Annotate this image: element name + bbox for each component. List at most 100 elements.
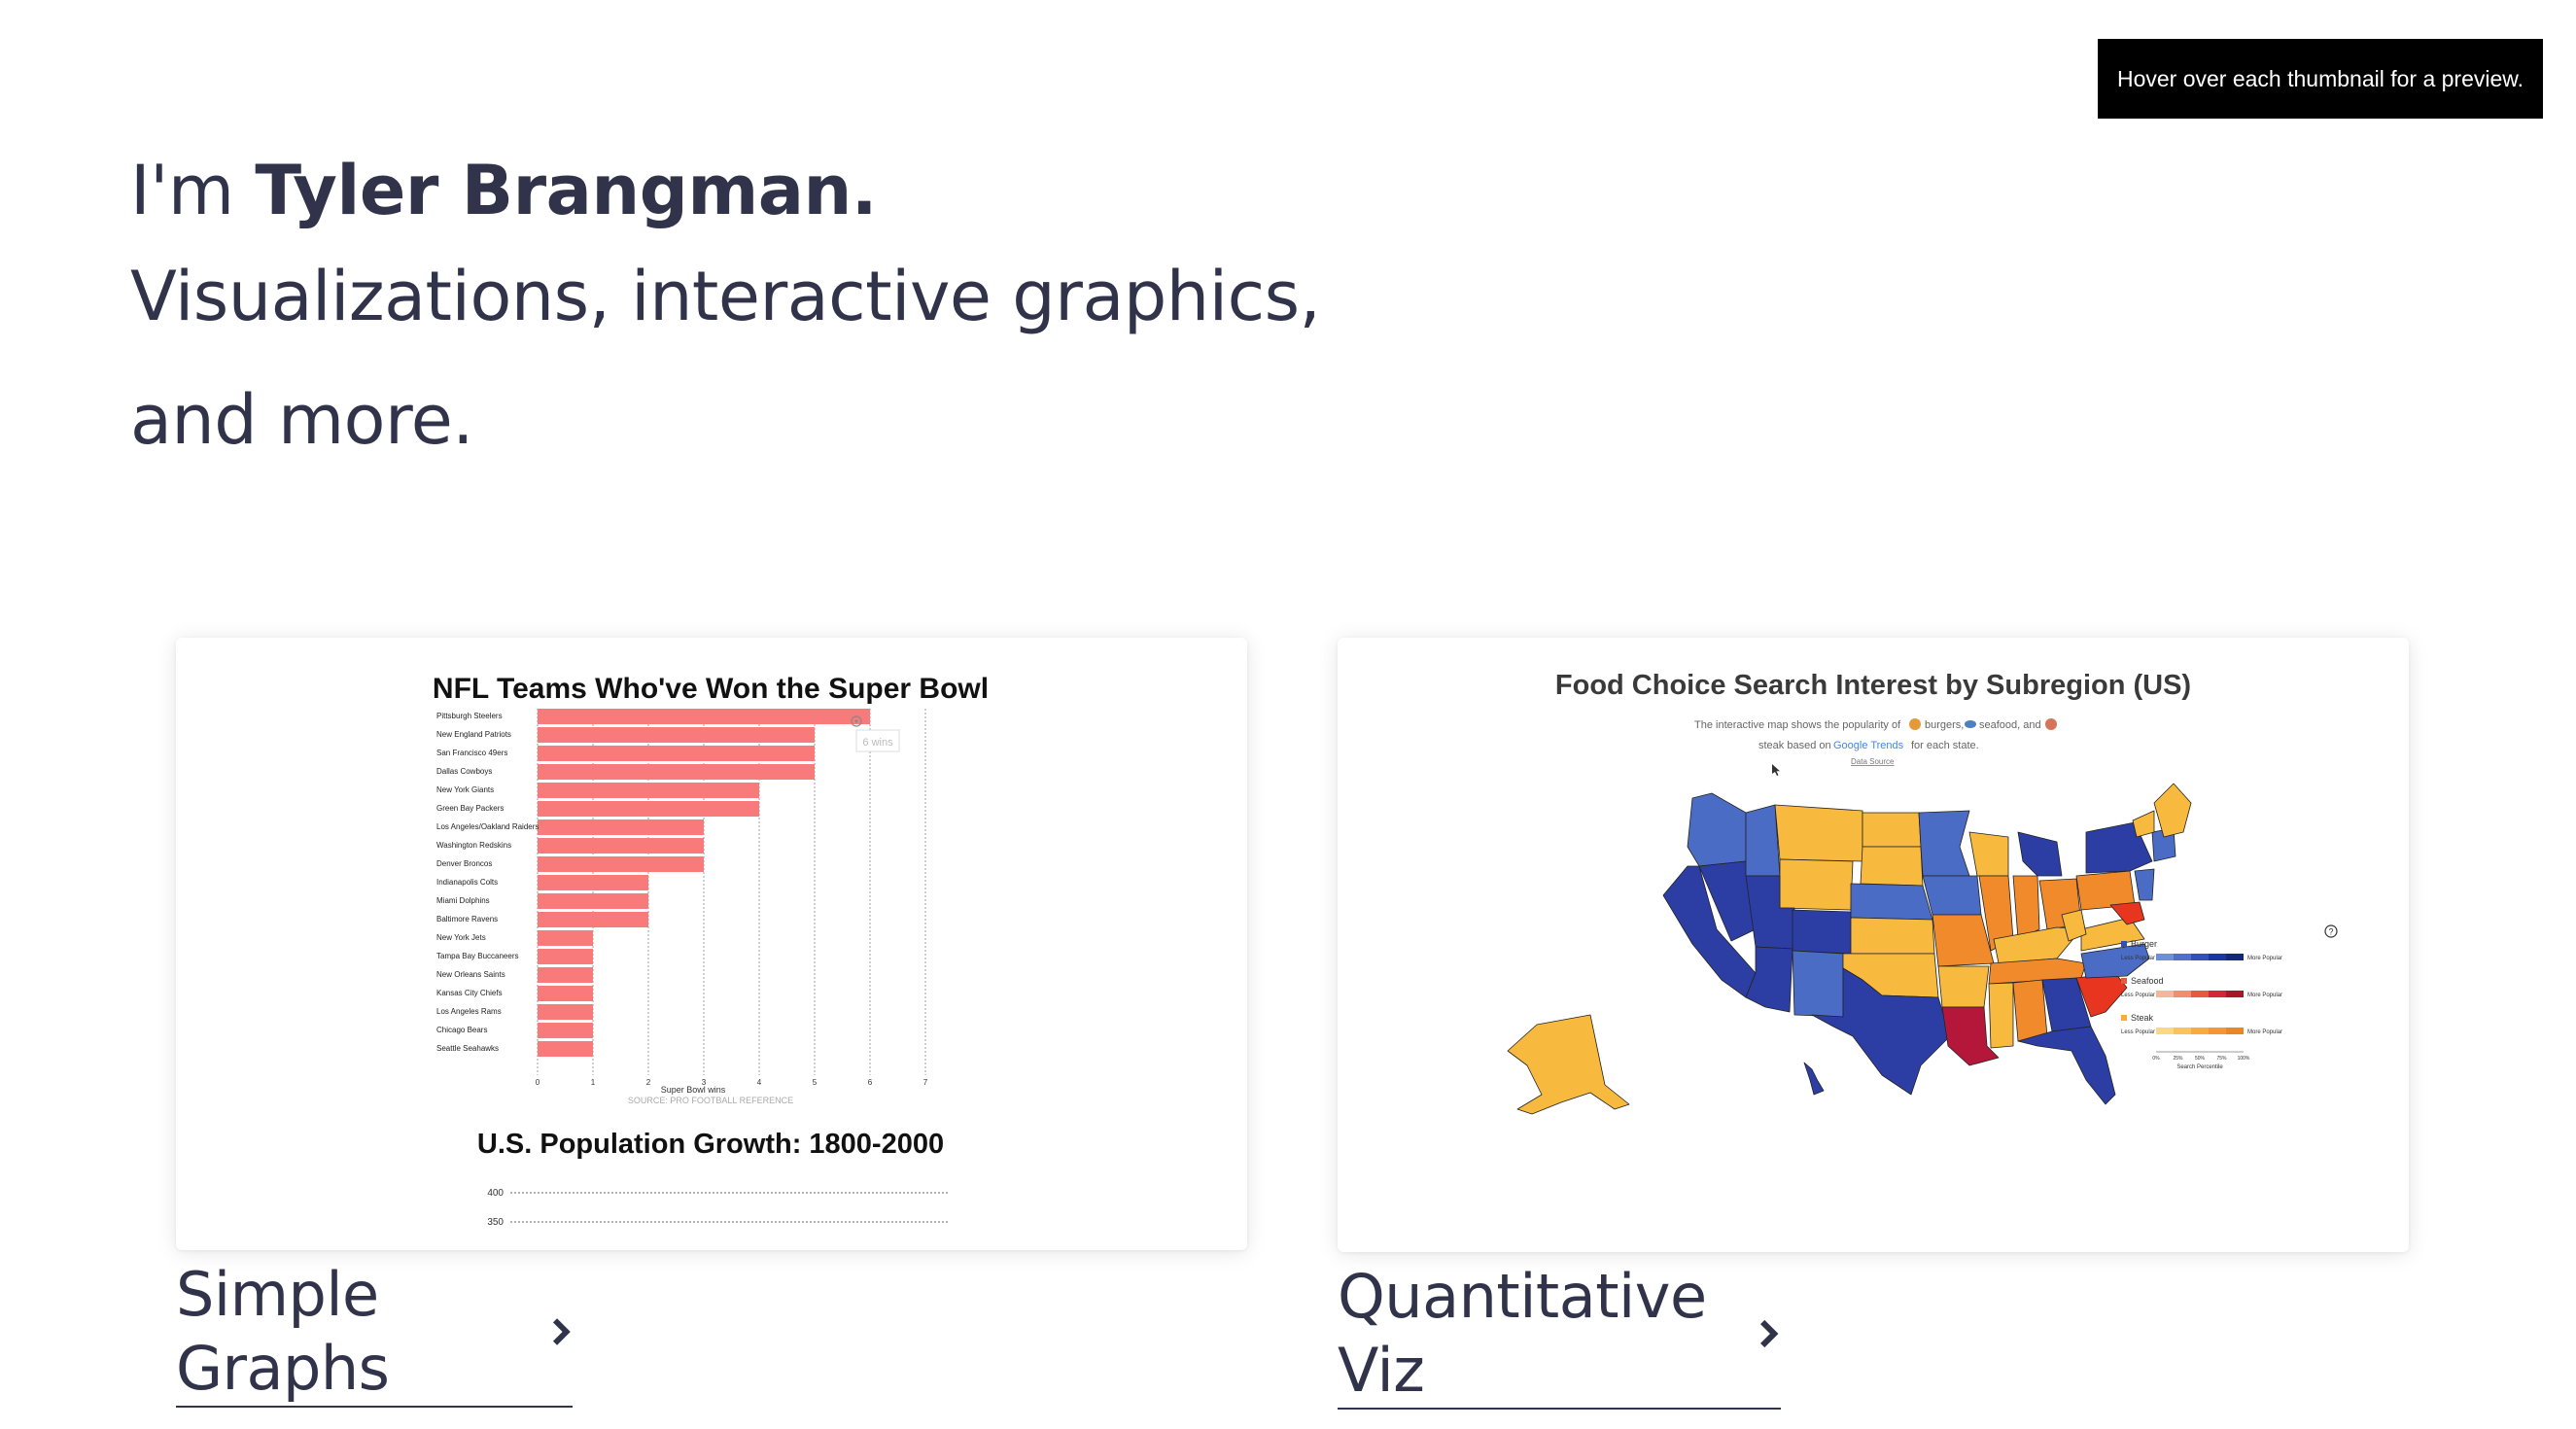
map-desc-1a: The interactive map shows the popularity… (1694, 719, 1901, 731)
legend-gradient-segment (2209, 1028, 2226, 1034)
hover-tooltip-box (855, 729, 900, 752)
legend-gradient-segment (2226, 1028, 2244, 1034)
intro: I'm Tyler Brangman. Visualizations, inte… (130, 146, 1588, 482)
state-id (1745, 804, 1781, 877)
legend-label: Seafood (2131, 976, 2164, 986)
bar-category-label: Washington Redskins (436, 841, 511, 850)
bar[interactable] (538, 949, 593, 964)
simple-graphs-link[interactable]: Simple Graphs (176, 1258, 573, 1408)
us-map (1507, 783, 2192, 1115)
state-nj (2134, 868, 2155, 901)
map-desc-2a: steak based on (1758, 740, 1831, 751)
bar[interactable] (538, 930, 593, 946)
second-chart-title: U.S. Population Growth: 1800-2000 (477, 1129, 944, 1160)
bar[interactable] (538, 912, 648, 927)
data-source-link[interactable]: Data Source (1851, 757, 1895, 766)
legend-gradient-segment (2174, 991, 2191, 997)
state-nm (1792, 950, 1844, 1018)
legend-tick: 50% (2195, 1056, 2206, 1062)
state-ms (1988, 982, 2014, 1049)
bar[interactable] (538, 746, 815, 761)
x-tick-label: 7 (923, 1078, 928, 1087)
bar-category-label: New York Giants (436, 785, 494, 794)
state-co (1792, 909, 1852, 955)
bar[interactable] (538, 819, 704, 835)
seafood-icon (1965, 720, 1976, 728)
thumbnail-quantitative-viz[interactable]: Food Choice Search Interest by Subregion… (1338, 638, 2409, 1252)
state-wi (1968, 831, 2009, 877)
bar-category-label: Pittsburgh Steelers (436, 712, 503, 720)
legend-axis-title: Search Percentile (2176, 1064, 2223, 1070)
bar-category-label: Kansas City Chiefs (436, 989, 503, 997)
bar[interactable] (538, 893, 648, 909)
bar-category-label: New England Patriots (436, 730, 511, 739)
cursor-icon (851, 715, 862, 727)
bar[interactable] (538, 727, 815, 743)
state-tn (1988, 958, 2087, 985)
map-legend: Burger Less Popular More Popular Seafood Les… (2121, 939, 2282, 1070)
x-tick-label: 5 (813, 1078, 818, 1087)
state-me (2153, 783, 2192, 838)
legend-swatch (2121, 941, 2127, 947)
bar-category-label: Tampa Bay Buccaneers (436, 952, 519, 960)
state-ia (1922, 875, 1982, 916)
bar[interactable] (538, 801, 759, 817)
state-ne (1850, 883, 1933, 921)
preview-tooltip: Hover over each thumbnail for a preview. (2098, 39, 2543, 119)
bar[interactable] (538, 764, 815, 780)
x-tick-label: 3 (702, 1078, 707, 1087)
google-trends-logo: Google Trends (1833, 740, 1904, 751)
map-desc-1c: seafood, and (1979, 719, 2041, 731)
state-mi (2017, 831, 2063, 877)
map-preview: Food Choice Search Interest by Subregion… (1507, 670, 2338, 1115)
legend-gradient-segment (2191, 1028, 2209, 1034)
legend-tick: 0% (2152, 1056, 2160, 1062)
bar-category-label: New Orleans Saints (436, 970, 505, 979)
x-tick-label: 2 (646, 1078, 651, 1087)
state-wa-or (1687, 792, 1747, 867)
bar[interactable] (538, 709, 870, 724)
legend-high-label: More Popular (2247, 956, 2282, 961)
state-md (2109, 901, 2145, 925)
simple-graphs-label: Simple Graphs (176, 1259, 390, 1404)
legend-swatch (2121, 1015, 2127, 1021)
bar[interactable] (538, 1004, 593, 1020)
quantitative-viz-link[interactable]: Quantitative Viz (1338, 1260, 1781, 1410)
state-fl (2017, 1026, 2116, 1105)
thumbnail-simple-graphs[interactable]: NFL Teams Who've Won the Super Bowl 0 1 2 3… (176, 638, 1247, 1250)
chevron-right-icon (1759, 1319, 1779, 1348)
legend-gradient-segment (2226, 991, 2244, 997)
state-nd (1862, 812, 1922, 848)
bar-category-label: Los Angeles/Oakland Raiders (436, 822, 539, 831)
bar[interactable] (538, 783, 759, 798)
y-tick-350: 350 (487, 1217, 504, 1228)
bar[interactable] (538, 856, 704, 872)
bar-category-label: Los Angeles Rams (436, 1007, 502, 1016)
x-axis-label: Super Bowl wins (661, 1085, 726, 1095)
bar[interactable] (538, 875, 648, 890)
help-icon[interactable]: ? (2324, 924, 2338, 938)
legend-gradient-segment (2191, 991, 2209, 997)
x-tick-label: 0 (536, 1078, 540, 1087)
bar[interactable] (538, 967, 593, 983)
author-name: Tyler Brangman. (255, 151, 877, 230)
state-hi (1803, 1062, 1825, 1096)
burger-icon (1909, 718, 1921, 730)
chart-title: NFL Teams Who've Won the Super Bowl (433, 673, 989, 705)
state-az (1745, 946, 1793, 1013)
legend-gradient-segment (2156, 991, 2174, 997)
state-ar (1937, 965, 1990, 1008)
bar[interactable] (538, 986, 593, 1001)
svg-text:?: ? (2328, 927, 2333, 937)
bar-category-label: New York Jets (436, 933, 486, 942)
legend-tick: 100% (2238, 1056, 2250, 1062)
state-wv (2061, 909, 2087, 942)
legend-high-label: More Popular (2247, 1029, 2282, 1035)
bar-chart-preview: NFL Teams Who've Won the Super Bowl 0 1 2 3… (433, 673, 989, 1228)
bar-category-label: Miami Dolphins (436, 896, 490, 905)
bar[interactable] (538, 838, 704, 854)
legend-gradient-segment (2226, 954, 2244, 960)
state-mt (1774, 804, 1863, 862)
bar[interactable] (538, 1041, 593, 1057)
bar[interactable] (538, 1023, 593, 1038)
